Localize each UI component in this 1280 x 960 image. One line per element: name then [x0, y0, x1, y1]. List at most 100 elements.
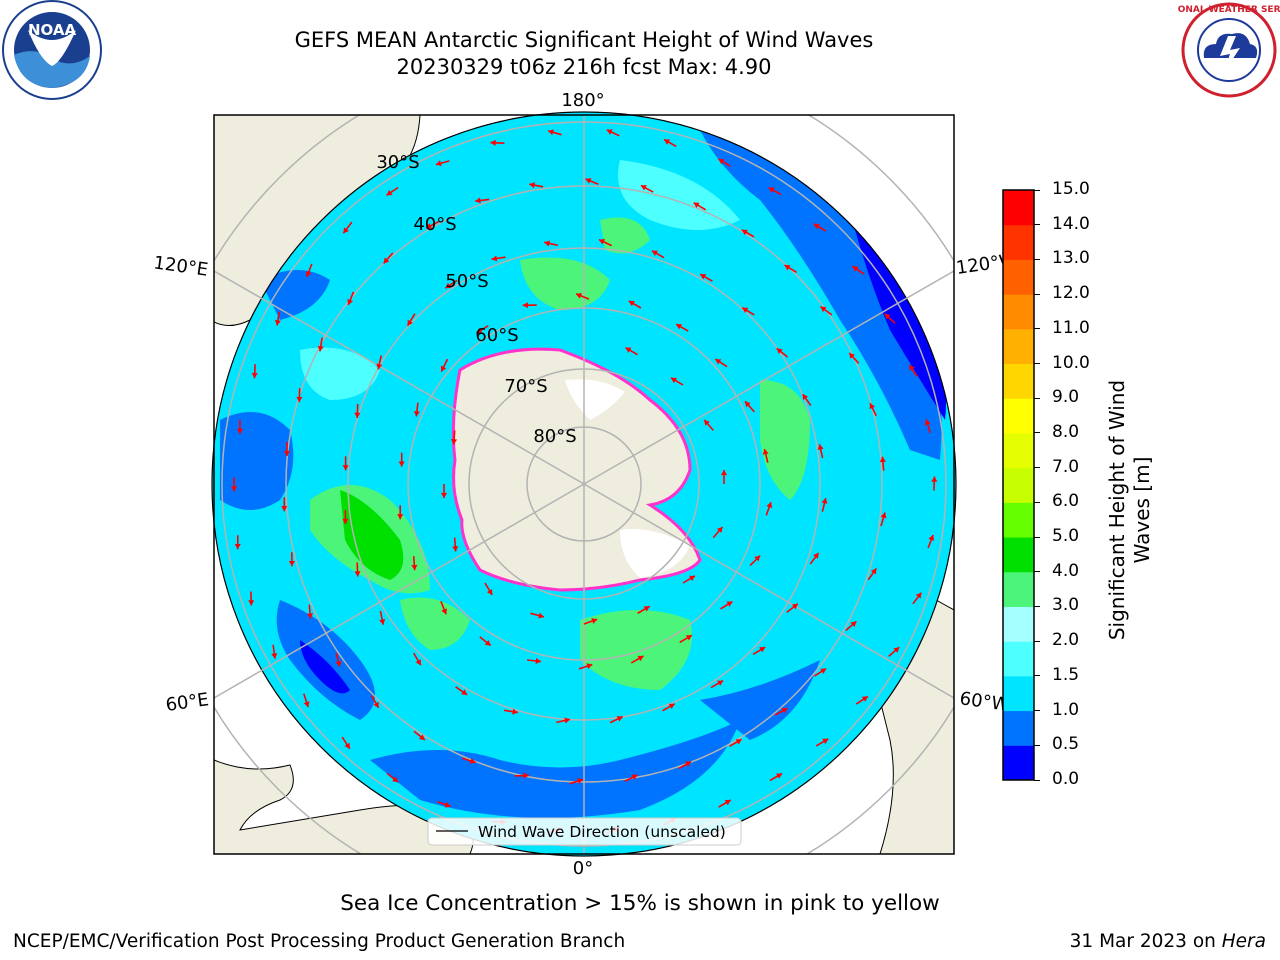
wave-vector-head [461, 689, 468, 695]
colorbar-segment [1003, 328, 1034, 365]
colorbar-tick-mark [1034, 675, 1040, 677]
wave-vector-head [924, 419, 931, 426]
colorbar-tick-mark [1034, 328, 1040, 330]
wave-vector-head [744, 401, 751, 408]
wave-vector-head [512, 708, 518, 715]
wave-vector-head [296, 396, 303, 403]
wave-vector-head [631, 774, 638, 781]
colorbar-segment [1003, 432, 1034, 469]
colorbar-segment [1003, 571, 1034, 607]
footer-date: 31 Mar 2023 on Hera [1070, 931, 1266, 952]
wave-vector-head [418, 734, 425, 741]
wave-vector-head [538, 612, 544, 619]
wave-vector-head [342, 465, 349, 471]
wave-vector-head [870, 568, 877, 575]
wave-vector-head [628, 300, 635, 307]
colorbar-tick-mark [1034, 363, 1040, 365]
lat-label-30s: 30°S [376, 152, 419, 173]
wave-vector-head [668, 703, 675, 710]
wave-vector-head [486, 589, 493, 596]
colorbar-tick-mark [1034, 571, 1040, 573]
colorbar-tick-mark [1034, 258, 1040, 260]
wave-vector-head [577, 778, 583, 784]
colorbar-tick-label: 12.0 [1052, 283, 1090, 304]
wave-vector-head [625, 347, 632, 353]
colorbar-tick-label: 8.0 [1052, 421, 1080, 442]
sea-ice-edge [451, 347, 702, 592]
nws-logo: NATIONAL WEATHER SERVICE [1154, 0, 1280, 106]
wave-vector-head [490, 139, 496, 146]
wave-vector-head [693, 202, 700, 208]
wave-vector-head [548, 129, 554, 136]
wave-vector-head [685, 635, 692, 641]
wave-vector-head [817, 444, 824, 450]
lon-label-0: 0° [573, 858, 593, 879]
wind-wave-vectors [231, 129, 938, 835]
map-frame [213, 114, 955, 855]
colorbar-tick-label: 14.0 [1052, 213, 1090, 234]
wave-vector-head [303, 701, 310, 708]
wave-vector-head [445, 282, 452, 289]
wave-vector-head [784, 265, 791, 271]
wave-vector-head [813, 223, 820, 230]
lat-label-60s: 60°S [475, 325, 518, 346]
footer-machine: Hera [1221, 931, 1266, 952]
wave-vector-head [893, 647, 900, 653]
wave-vector-head [850, 621, 857, 628]
vector-legend-label: Wind Wave Direction (unscaled) [478, 823, 726, 841]
lon-lines [214, 115, 954, 854]
wave-vector-head [802, 394, 809, 401]
colorbar-tick-label: 15.0 [1052, 179, 1090, 199]
colorbar-segment [1003, 224, 1034, 260]
lat-label-50s: 50°S [445, 271, 488, 292]
wave-vector-head [288, 560, 295, 567]
wave-vector-head [879, 456, 886, 463]
noaa-logo: NOAA [0, 0, 106, 106]
wave-vector-head [591, 618, 598, 624]
wave-vector-head [759, 647, 766, 653]
colorbar-tick-label: 11.0 [1052, 317, 1090, 338]
wave-vector-head [820, 306, 827, 313]
wave-vector-head [791, 603, 798, 610]
wave-vector-head [397, 514, 404, 520]
wave-vector-head [776, 773, 783, 779]
wave-zone-blue [700, 130, 942, 460]
wave-vector-head [742, 307, 749, 313]
colorbar-tick-mark [1034, 710, 1040, 712]
colorbar-segment [1003, 606, 1034, 642]
colorbar-tick-label: 1.0 [1052, 699, 1080, 720]
wave-vector-head [491, 255, 498, 262]
wave-vector-head [274, 319, 281, 326]
lat-label-70s: 70°S [504, 376, 547, 397]
wave-vector-head [781, 708, 788, 714]
wave-vector-head [407, 319, 413, 326]
wave-vector-head [452, 546, 459, 552]
wave-vector-head [670, 377, 677, 384]
wave-vector-head [821, 498, 828, 504]
colorbar [1002, 189, 1038, 781]
colorbar-segment [1003, 467, 1034, 503]
wave-vector-head [386, 189, 393, 196]
wave-vector-head [931, 476, 938, 482]
wave-vector-head [354, 571, 361, 577]
wave-vector-head [343, 227, 349, 234]
wave-vector-head [651, 250, 658, 256]
wave-vector-head [852, 266, 859, 272]
wave-vector-head [585, 178, 592, 184]
wave-vector-head [440, 365, 447, 372]
wave-vector-head [373, 701, 379, 708]
wave-vector-head [676, 324, 683, 330]
wave-vector-head [251, 372, 258, 379]
colorbar-tick-label: 2.0 [1052, 630, 1080, 651]
wave-vector-head [880, 512, 887, 519]
colorbar-tick-mark [1034, 744, 1040, 746]
wave-vector-head [354, 412, 361, 418]
wave-vector-head [664, 139, 671, 145]
colorbar-tick-label: 5.0 [1052, 526, 1080, 547]
wave-vector-head [281, 506, 288, 512]
wave-vector-head [335, 660, 342, 667]
colorbar-tick-mark [1034, 536, 1040, 538]
wave-vector-head [435, 160, 442, 167]
wave-vector-head [704, 419, 710, 426]
